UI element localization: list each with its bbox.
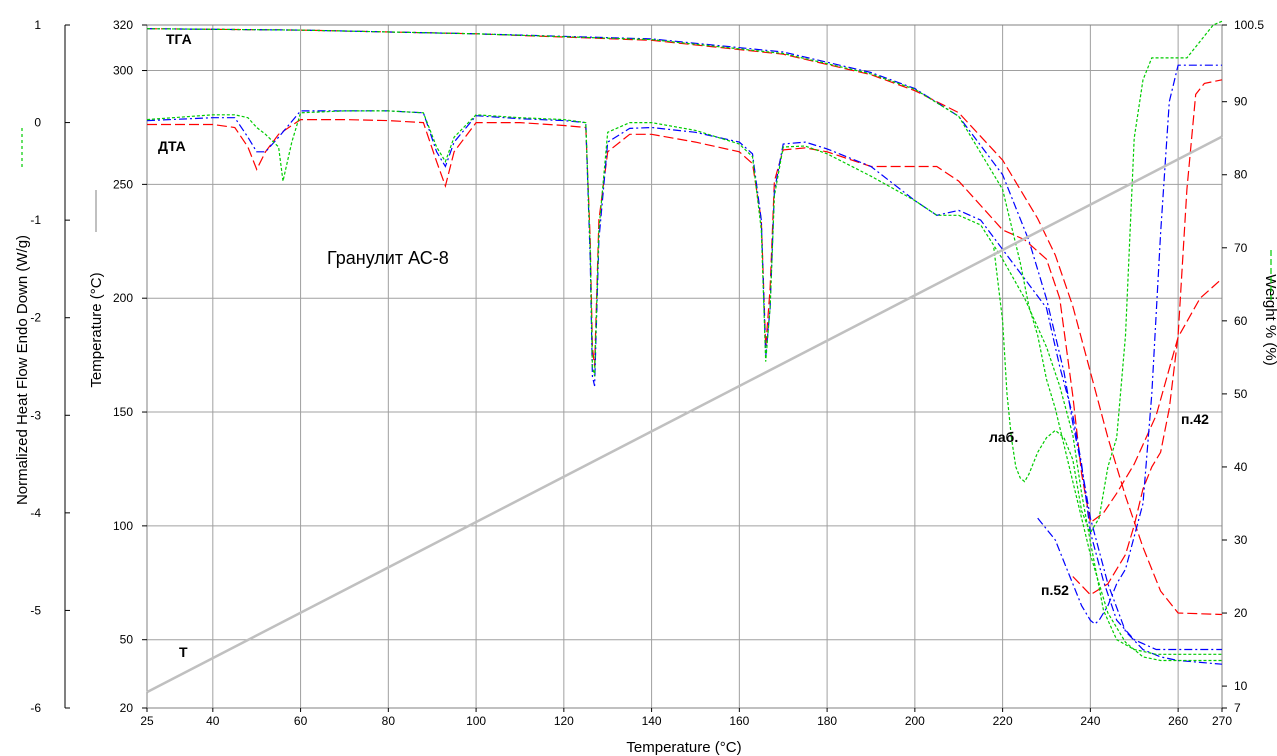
weight-axis-title: Weight % (%) — [1262, 274, 1277, 365]
weight-tick-label: 40 — [1234, 460, 1248, 474]
ticks-layer: 25 40 60 80 100 120 140 160 180 200 220 240 260 27032… — [30, 18, 1264, 728]
temperature-tick-label: 320 — [113, 18, 133, 32]
plot-border — [146, 24, 1223, 709]
x-tick-label: 270 — [1212, 714, 1232, 728]
tga-curve-secondary — [1072, 79, 1223, 596]
dta-curve — [146, 110, 1222, 651]
tga-curve — [146, 28, 1223, 616]
temperature-tick-label: 150 — [113, 405, 133, 419]
plot-frame — [64, 24, 1223, 709]
tga-label: ТГА — [166, 31, 192, 47]
p52-label: п.52 — [1041, 582, 1069, 598]
weight-tick-label: 30 — [1234, 533, 1248, 547]
weight-tick-label: 100.5 — [1234, 18, 1264, 32]
dta-curve — [147, 118, 1223, 524]
tga-curve — [146, 28, 1223, 665]
heat-flow-tick-label: -2 — [30, 311, 41, 325]
lab-label: лаб. — [989, 429, 1018, 445]
tga-curve-secondary — [1037, 64, 1222, 625]
temperature-line — [146, 135, 1223, 694]
weight-tick-label: 20 — [1234, 606, 1248, 620]
weight-tick-label: 80 — [1234, 168, 1248, 182]
x-tick-label: 120 — [554, 714, 574, 728]
temperature-tick-label: 300 — [113, 64, 133, 78]
heat-flow-tick-label: -5 — [30, 603, 41, 617]
tga-curve — [146, 28, 1222, 662]
x-tick-label: 200 — [905, 714, 925, 728]
x-tick-label: 25 — [140, 714, 154, 728]
x-tick-label: 260 — [1168, 714, 1188, 728]
grid — [147, 25, 1222, 708]
dta-curve — [146, 110, 1222, 655]
temperature-tick-label: 50 — [120, 633, 134, 647]
weight-tick-label: 7 — [1234, 701, 1241, 715]
temperature-axis-title: Temperature (°C) — [88, 272, 105, 387]
weight-tick-label: 90 — [1234, 95, 1248, 109]
temperature-tick-label: 200 — [113, 291, 133, 305]
tga-curve-secondary — [993, 20, 1223, 535]
p42-label: п.42 — [1181, 411, 1209, 427]
temperature-tick-label: 100 — [113, 519, 133, 533]
x-tick-label: 160 — [729, 714, 749, 728]
dta-label: ДТА — [158, 138, 186, 154]
heat-flow-tick-label: -4 — [30, 506, 41, 520]
x-tick-label: 80 — [382, 714, 396, 728]
heat-flow-tick-label: -3 — [30, 408, 41, 422]
x-tick-label: 140 — [642, 714, 662, 728]
temperature-tick-label: 250 — [113, 177, 133, 191]
x-tick-label: 240 — [1080, 714, 1100, 728]
x-tick-label: 100 — [466, 714, 486, 728]
weight-tick-label: 50 — [1234, 387, 1248, 401]
heat-flow-tick-label: 0 — [34, 116, 41, 130]
x-tick-label: 220 — [993, 714, 1013, 728]
temperature-tick-label: 20 — [120, 701, 134, 715]
weight-tick-label: 60 — [1234, 314, 1248, 328]
x-tick-label: 40 — [206, 714, 220, 728]
weight-tick-label: 10 — [1234, 679, 1248, 693]
x-tick-label: 180 — [817, 714, 837, 728]
heat-flow-tick-label: -1 — [30, 213, 41, 227]
heat-flow-tick-label: -6 — [30, 701, 41, 715]
heat-flow-axis-title: Normalized Heat Flow Endo Down (W/g) — [14, 235, 31, 505]
chart-title: Гранулит АС-8 — [327, 248, 449, 268]
heat-flow-tick-label: 1 — [34, 18, 41, 32]
x-tick-label: 60 — [294, 714, 308, 728]
t-label: T — [179, 644, 188, 660]
x-axis-title: Temperature (°C) — [626, 739, 741, 756]
weight-tick-label: 70 — [1234, 241, 1248, 255]
series-layer — [146, 20, 1223, 694]
